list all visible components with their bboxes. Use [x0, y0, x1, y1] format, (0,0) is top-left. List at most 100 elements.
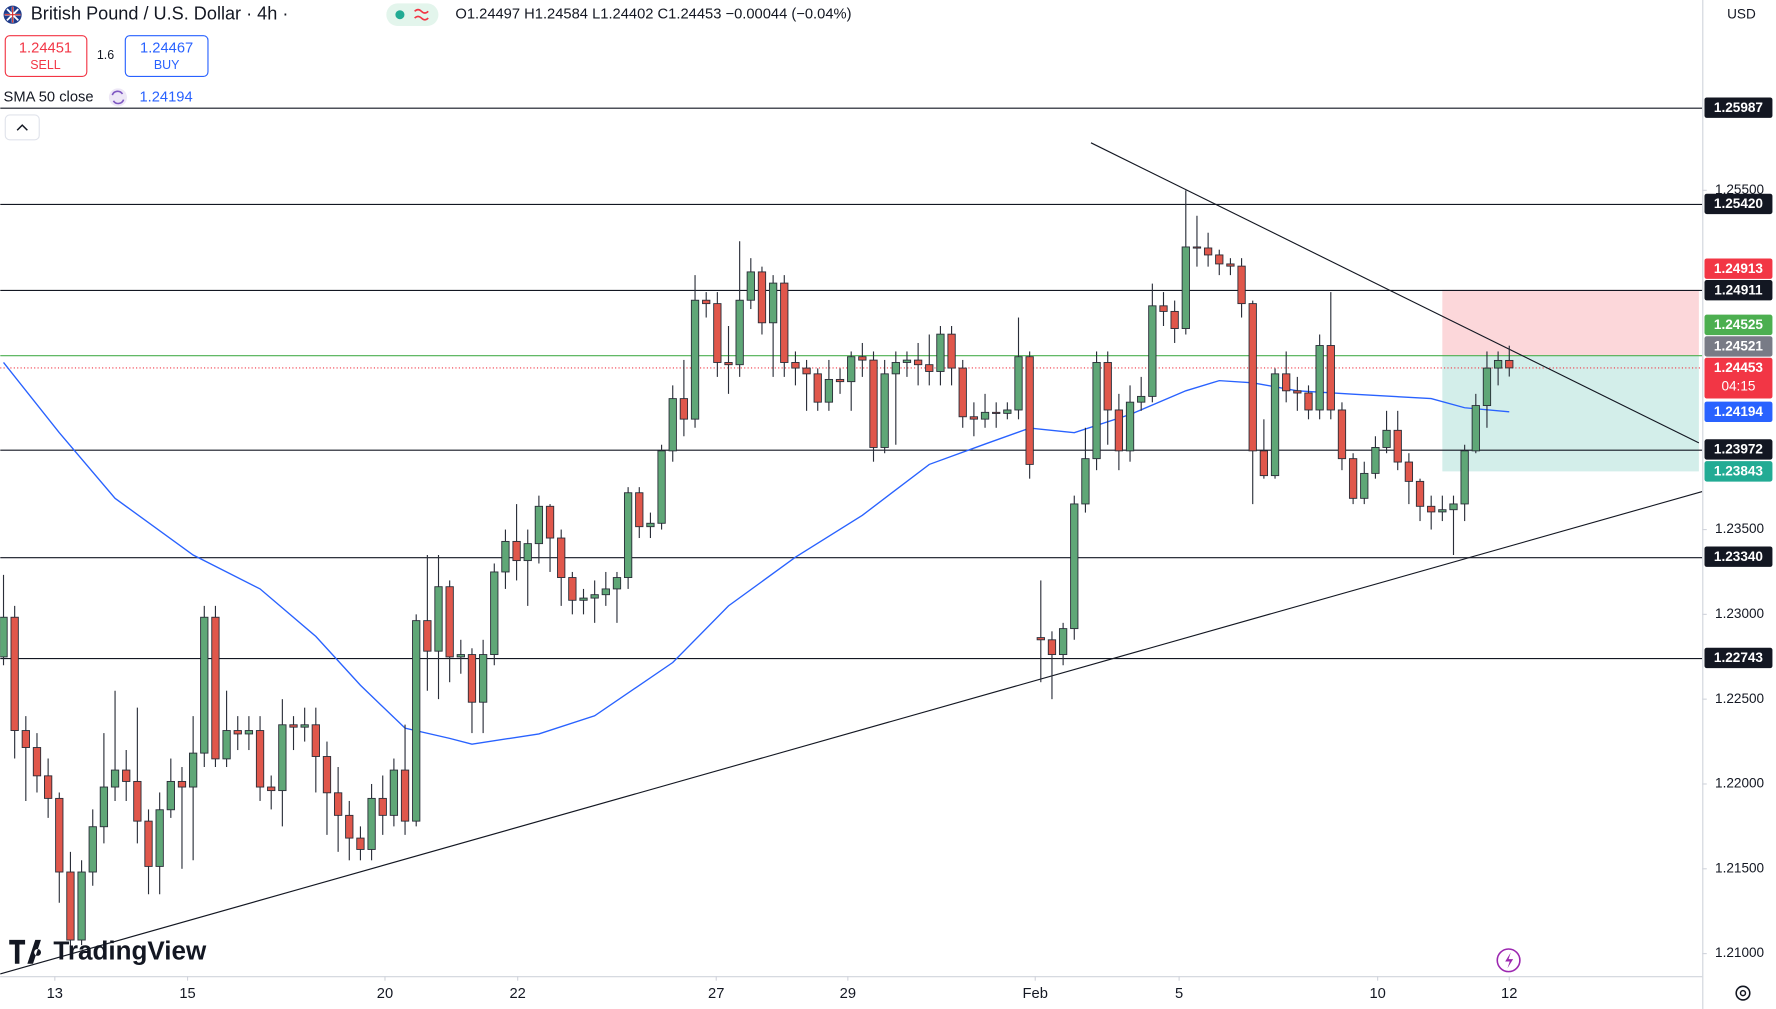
candle-body	[233, 730, 242, 735]
candle-body	[947, 333, 956, 369]
candle-body	[1293, 390, 1302, 394]
collapse-button[interactable]	[4, 114, 40, 141]
tradingview-logo[interactable]: TradingView	[9, 935, 207, 965]
x-tick-label: 5	[1175, 986, 1183, 1002]
candle-body	[1170, 310, 1179, 330]
sell-button[interactable]: 1.24451 SELL	[4, 35, 88, 78]
candle-body	[635, 492, 644, 528]
price-label: 1.22743	[1714, 650, 1764, 665]
candle-body	[456, 654, 465, 658]
candle-body	[646, 522, 655, 528]
candle-body	[1148, 305, 1157, 397]
price-label-bg	[1704, 461, 1773, 482]
candle-body	[32, 747, 42, 777]
spread: 1.6	[97, 48, 114, 62]
candle-body	[467, 654, 477, 703]
candle-body	[780, 282, 789, 363]
price-label: 1.24521	[1714, 339, 1764, 354]
price-label: 1.24194	[1714, 404, 1764, 419]
candle-body	[144, 820, 153, 867]
x-tick-label: 15	[179, 986, 195, 1002]
x-tick-label: 29	[840, 986, 856, 1002]
candle-body	[1393, 429, 1402, 463]
candle-body	[1427, 505, 1436, 513]
x-tick-label: 12	[1501, 986, 1517, 1002]
candle-body	[55, 797, 64, 873]
candle-body	[445, 586, 454, 658]
candle-body	[1192, 246, 1202, 249]
candle-body	[1404, 461, 1414, 482]
candle-body	[188, 752, 198, 788]
price-label: 1.24525	[1714, 317, 1764, 332]
candle-body	[757, 271, 767, 324]
candle-body	[1482, 367, 1492, 407]
indicator-name: SMA 50 close	[4, 89, 94, 105]
candle-body	[1371, 447, 1380, 474]
settings-button[interactable]	[1735, 985, 1751, 1001]
gear-inner	[1739, 989, 1747, 997]
target-zone	[1442, 355, 1699, 472]
candle-body	[958, 367, 967, 418]
symbol-header[interactable]: British Pound / U.S. Dollar · 4h ·	[3, 4, 289, 24]
candle-body	[913, 359, 923, 366]
price-label-bg	[1704, 546, 1773, 567]
flag-icon-cross-red	[4, 6, 21, 23]
price-label-bg	[1704, 258, 1773, 279]
candle-body	[400, 769, 410, 822]
candle-body	[1449, 503, 1458, 511]
candle-body	[925, 364, 934, 372]
candle-body	[222, 730, 231, 760]
y-tick-label: 1.22000	[1715, 776, 1765, 791]
candle-body	[824, 378, 834, 403]
y-tick-label: 1.25500	[1715, 182, 1765, 197]
candle-body	[623, 492, 633, 579]
market-status[interactable]	[386, 3, 439, 27]
candle-body	[1226, 263, 1235, 267]
price-label-bg	[1704, 357, 1773, 399]
indicator-legend[interactable]: SMA 50 close 1.24194	[4, 88, 193, 107]
collapse-chevron	[16, 124, 28, 131]
indicator-value: 1.24194	[139, 89, 192, 105]
candle-body	[333, 792, 343, 816]
candle-body	[1282, 373, 1291, 392]
candle-body	[77, 871, 86, 941]
price-label-bg	[1704, 280, 1773, 301]
candle-body	[713, 303, 722, 363]
candle-body	[1505, 359, 1514, 369]
candle-body	[1215, 254, 1224, 265]
price-label: 1.23843	[1714, 464, 1764, 479]
candle-body	[211, 616, 220, 760]
alert-button[interactable]	[1496, 948, 1521, 973]
candle-body	[992, 411, 1001, 414]
buy-button[interactable]: 1.24467 BUY	[124, 35, 209, 78]
x-tick-label: 27	[708, 986, 724, 1002]
candle-body	[735, 299, 744, 366]
price-label: 1.23972	[1714, 442, 1764, 457]
candle-body	[969, 416, 979, 420]
candle-body	[0, 616, 8, 658]
price-label-bg	[1704, 647, 1773, 669]
candle-body	[601, 588, 610, 596]
candle-body	[980, 411, 990, 420]
candle-body	[702, 299, 711, 305]
candle-body	[177, 780, 187, 788]
candle-body	[657, 450, 666, 524]
candle-body	[378, 797, 387, 816]
candle-body	[813, 373, 822, 403]
countdown-label: 04:15	[1721, 379, 1755, 394]
candle-body	[1092, 362, 1101, 460]
candle-body	[936, 333, 945, 372]
status-icon	[414, 8, 429, 21]
candle-body	[1471, 405, 1480, 452]
candle-body	[1125, 401, 1135, 452]
candle-body	[1237, 265, 1246, 305]
symbol-title: British Pound / U.S. Dollar · 4h ·	[31, 4, 289, 24]
candle-body	[1103, 362, 1112, 411]
candle-body	[802, 367, 811, 375]
candle-body	[478, 654, 488, 703]
candle-body	[1081, 458, 1090, 505]
candle-body	[1348, 458, 1358, 499]
candle-body	[1315, 345, 1324, 411]
candle-body	[345, 814, 354, 839]
logo-mark	[9, 939, 41, 964]
